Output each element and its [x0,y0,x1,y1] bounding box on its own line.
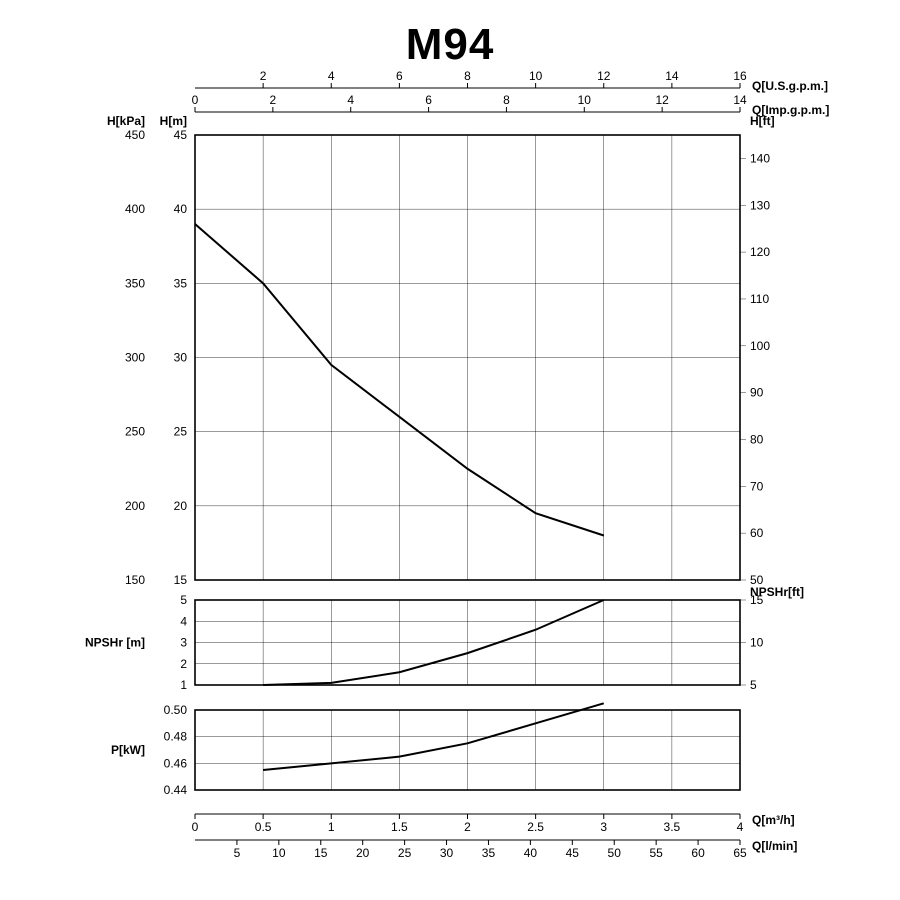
svg-text:0.50: 0.50 [164,703,188,717]
svg-text:150: 150 [125,573,145,587]
svg-text:50: 50 [608,846,622,860]
svg-text:10: 10 [750,636,764,650]
svg-text:0: 0 [192,93,199,107]
svg-text:1: 1 [180,678,187,692]
svg-text:2: 2 [464,820,471,834]
svg-text:55: 55 [649,846,663,860]
svg-text:3: 3 [600,820,607,834]
svg-text:45: 45 [566,846,580,860]
svg-text:35: 35 [174,276,188,290]
svg-text:140: 140 [750,151,770,165]
svg-text:120: 120 [750,245,770,259]
svg-text:25: 25 [174,425,188,439]
svg-text:15: 15 [314,846,328,860]
svg-text:3.5: 3.5 [664,820,681,834]
svg-text:6: 6 [396,69,403,83]
svg-text:5: 5 [180,593,187,607]
svg-text:NPSHr [m]: NPSHr [m] [85,636,145,650]
svg-text:P[kW]: P[kW] [111,743,145,757]
svg-text:3: 3 [180,636,187,650]
svg-text:2: 2 [270,93,277,107]
svg-text:20: 20 [174,499,188,513]
svg-text:15: 15 [174,573,188,587]
svg-text:0.44: 0.44 [164,783,188,797]
svg-text:110: 110 [750,292,769,306]
svg-text:45: 45 [174,128,188,142]
svg-text:14: 14 [665,69,679,83]
svg-text:5: 5 [750,678,757,692]
svg-text:35: 35 [482,846,496,860]
svg-text:20: 20 [356,846,370,860]
svg-text:8: 8 [503,93,510,107]
svg-text:0: 0 [192,820,199,834]
svg-text:130: 130 [750,198,770,212]
svg-text:8: 8 [464,69,471,83]
svg-text:Q[m³/h]: Q[m³/h] [752,813,795,827]
svg-text:NPSHr[ft]: NPSHr[ft] [750,585,804,599]
svg-text:6: 6 [425,93,432,107]
svg-text:4: 4 [737,820,744,834]
svg-text:60: 60 [750,526,764,540]
svg-text:40: 40 [174,202,188,216]
svg-text:0.46: 0.46 [164,756,188,770]
svg-text:1.5: 1.5 [391,820,408,834]
svg-text:60: 60 [691,846,705,860]
svg-text:Q[U.S.g.p.m.]: Q[U.S.g.p.m.] [752,79,828,93]
svg-text:400: 400 [125,202,145,216]
svg-text:14: 14 [733,93,747,107]
svg-text:70: 70 [750,479,764,493]
svg-text:Q[Imp.g.p.m.]: Q[Imp.g.p.m.] [752,103,829,117]
svg-text:40: 40 [524,846,538,860]
svg-text:250: 250 [125,425,145,439]
svg-text:65: 65 [733,846,747,860]
svg-text:450: 450 [125,128,145,142]
svg-text:0.5: 0.5 [255,820,272,834]
svg-text:H[kPa]: H[kPa] [107,114,145,128]
svg-text:2.5: 2.5 [527,820,544,834]
svg-text:10: 10 [272,846,286,860]
svg-text:90: 90 [750,386,764,400]
svg-text:300: 300 [125,351,145,365]
svg-text:10: 10 [578,93,592,107]
svg-text:2: 2 [260,69,267,83]
svg-text:4: 4 [180,614,187,628]
svg-text:100: 100 [750,339,770,353]
svg-text:12: 12 [597,69,611,83]
svg-text:12: 12 [655,93,669,107]
svg-text:200: 200 [125,499,145,513]
svg-text:30: 30 [174,351,188,365]
svg-text:16: 16 [733,69,747,83]
svg-text:25: 25 [398,846,412,860]
svg-text:0.48: 0.48 [164,730,188,744]
svg-text:5: 5 [234,846,241,860]
svg-text:80: 80 [750,432,764,446]
chart-svg: 15202530354045H[m]150200250300350400450H… [0,0,900,900]
svg-text:10: 10 [529,69,543,83]
svg-text:4: 4 [328,69,335,83]
svg-text:4: 4 [347,93,354,107]
svg-text:350: 350 [125,276,145,290]
svg-text:Q[l/min]: Q[l/min] [752,839,797,853]
svg-text:H[m]: H[m] [160,114,187,128]
svg-text:2: 2 [180,657,187,671]
svg-text:1: 1 [328,820,335,834]
svg-text:30: 30 [440,846,454,860]
